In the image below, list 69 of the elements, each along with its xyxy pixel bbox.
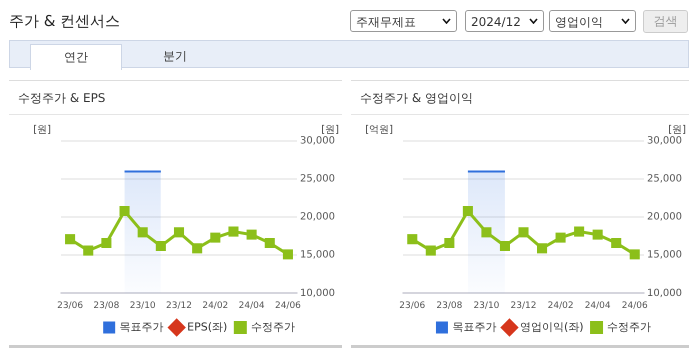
point	[228, 226, 239, 237]
point	[264, 238, 275, 248]
y2-tick-label: 15,000	[647, 250, 682, 261]
x-tick-label: 23/10	[130, 300, 156, 311]
x-tick-label: 23/12	[166, 300, 192, 311]
y2-tick-label: 30,000	[647, 136, 682, 147]
point	[407, 234, 418, 244]
point	[462, 206, 473, 216]
point	[537, 243, 548, 254]
point	[426, 246, 436, 256]
y-axis-title: [억원]	[365, 124, 394, 136]
point	[210, 232, 220, 243]
y2-tick-label: 10,000	[647, 288, 682, 299]
y2-axis-title: [원]	[668, 124, 686, 136]
chart-title: 수정주가 & 영업이익	[360, 90, 473, 107]
point	[500, 240, 510, 252]
point	[630, 249, 640, 260]
text: 검색	[643, 10, 688, 33]
point	[574, 226, 584, 237]
point	[592, 230, 603, 240]
point	[174, 227, 184, 238]
y2-tick-label: 20,000	[647, 212, 682, 223]
legend-label: EPS(좌)	[187, 320, 228, 334]
text: 주가 & 컨센서스	[9, 12, 120, 31]
text: 2024/12	[471, 15, 521, 29]
x-tick-label: 24/06	[622, 300, 648, 311]
legend-label: 영업이익(좌)	[520, 320, 584, 334]
y2-axis-title: [원]	[321, 124, 340, 136]
point	[282, 249, 293, 260]
y2-tick-label: 20,000	[300, 212, 336, 223]
x-tick-label: 23/06	[57, 300, 84, 311]
y2-tick-label: 10,000	[300, 288, 336, 299]
x-tick-label: 24/06	[274, 300, 302, 311]
text: 연간	[30, 44, 122, 70]
point	[101, 238, 112, 248]
point	[65, 234, 76, 244]
legend-label: 수정주가	[250, 320, 295, 334]
y2-tick-label: 25,000	[300, 174, 336, 185]
point	[192, 243, 202, 254]
point	[120, 206, 130, 216]
text: 분기	[162, 48, 188, 65]
y2-tick-label: 15,000	[300, 250, 336, 261]
point	[246, 230, 257, 240]
y2-tick-label: 25,000	[647, 174, 682, 185]
point	[138, 227, 148, 238]
x-tick-label: 23/08	[93, 300, 120, 311]
y2-tick-label: 30,000	[300, 136, 336, 147]
x-tick-label: 23/08	[436, 300, 463, 311]
text: 영업이익	[555, 15, 603, 29]
legend-label: 목표주가	[452, 320, 496, 334]
point	[444, 238, 454, 248]
x-tick-label: 23/10	[473, 300, 500, 311]
point	[83, 246, 94, 256]
point	[156, 240, 166, 252]
point	[481, 227, 492, 238]
point	[556, 232, 566, 243]
point	[611, 238, 622, 248]
point	[518, 227, 529, 238]
legend-label: 목표주가	[120, 320, 164, 334]
x-tick-label: 24/04	[238, 300, 265, 311]
chart-title: 수정주가 & EPS	[18, 90, 106, 107]
x-tick-label: 24/02	[548, 300, 574, 311]
x-tick-label: 23/06	[399, 300, 426, 311]
x-tick-label: 24/04	[584, 300, 611, 311]
x-tick-label: 24/02	[202, 300, 228, 311]
legend-label: 수정주가	[607, 320, 652, 334]
x-tick-label: 23/12	[510, 300, 536, 311]
y-axis-title: [원]	[33, 124, 52, 136]
text: 주재무제표	[356, 15, 416, 29]
